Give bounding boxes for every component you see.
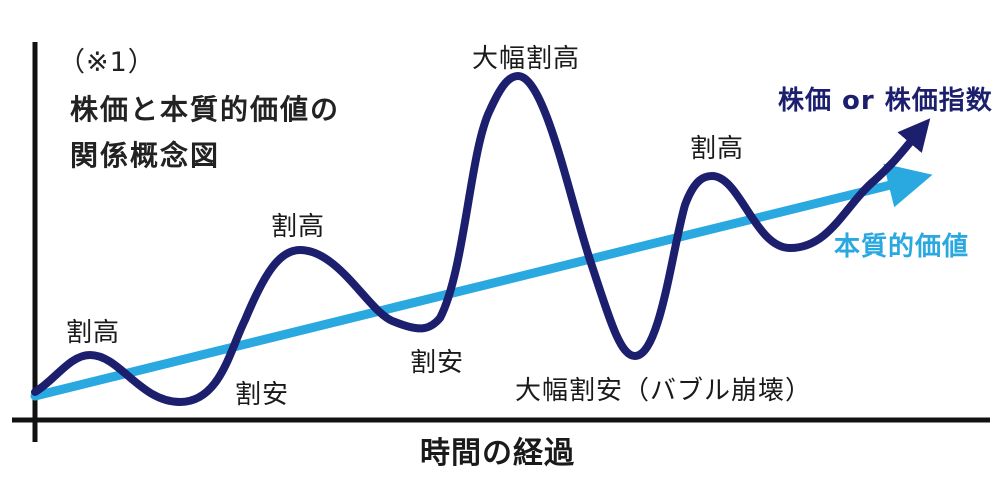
diagram-title-line2: 関係概念図 [70,139,221,172]
annotation-overvalued-1: 割高 [66,318,121,348]
annotation-undervalued-2: 割安 [410,348,465,378]
annotation-overvalued-2: 割高 [271,212,326,242]
stock-price-curve [31,72,931,406]
annotation-overvalued-3: 割高 [690,134,745,164]
diagram-title-line1: 株価と本質的価値の [70,93,341,126]
diagram-note: （※1） [58,47,156,78]
annotation-undervalued-1: 割安 [235,380,290,410]
annotation-greatly-overvalued: 大幅割高 [472,44,581,74]
x-axis-label: 時間の経過 [420,436,575,471]
annotation-greatly-undervalued: 大幅割安（バブル崩壊） [515,376,813,406]
intrinsic-value-arrow [30,163,933,401]
legend-intrinsic-value: 本質的価値 [834,232,970,262]
legend-stock-price: 株価 or 株価指数 [778,86,993,116]
